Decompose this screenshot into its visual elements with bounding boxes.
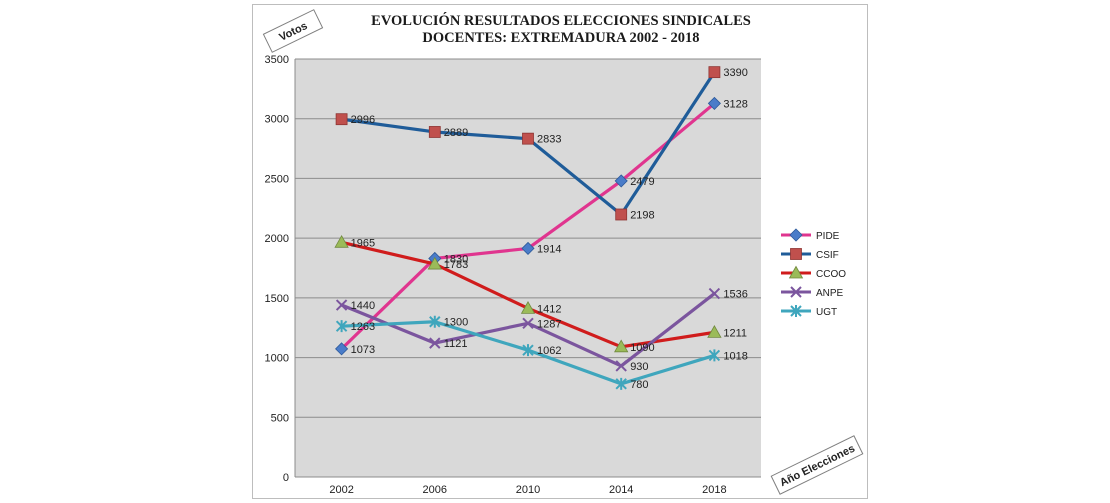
marker-ugt-2010 (522, 344, 534, 357)
marker-csif-2002 (335, 113, 348, 126)
x-axis-title-badge: Año Elecciones (770, 435, 864, 495)
y-tick-label: 3500 (265, 54, 289, 66)
y-tick-label: 1000 (265, 353, 289, 365)
data-label-csif: 2889 (444, 127, 468, 139)
data-label-csif: 2833 (537, 134, 561, 146)
marker-csif-2006 (428, 126, 441, 138)
x-axis-title: Año Elecciones (778, 443, 857, 490)
legend-label-ugt: UGT (816, 307, 837, 318)
marker-ugt-2006 (429, 315, 441, 328)
marker-ugt-2002 (335, 320, 348, 333)
marker-ugt-2014 (615, 377, 627, 390)
marker-anpe-2010 (522, 317, 534, 330)
legend-marker-pide (789, 228, 803, 242)
y-axis-title-badge: Votos (262, 9, 324, 53)
data-label-ugt: 1062 (537, 345, 561, 357)
marker-csif-2010 (522, 132, 534, 145)
data-label-anpe: 1440 (351, 300, 375, 312)
line-chart: 1073 1830 1914 2479 3128 2996 2889 2833 2198 3390… (262, 9, 864, 496)
data-label-ccoo: 1783 (444, 259, 468, 271)
marker-pide-2018 (707, 96, 721, 110)
marker-ccoo-2002 (334, 235, 349, 248)
y-axis-title-box (262, 9, 324, 53)
legend-marker-ccoo (788, 265, 804, 279)
chart-frame: 1073 1830 1914 2479 3128 2996 2889 2833 2198 3390… (252, 4, 868, 499)
marker-pide-2014 (614, 174, 628, 188)
data-label-csif: 3390 (723, 67, 747, 79)
data-label-anpe: 1536 (723, 289, 747, 301)
legend-marker-ugt (790, 305, 802, 317)
data-label-ccoo: 1211 (723, 327, 747, 339)
y-tick-label: 0 (283, 472, 289, 484)
legend-label-csif: CSIF (816, 250, 839, 261)
legend-label-ccoo: CCOO (816, 269, 846, 280)
marker-ugt-2018 (708, 349, 721, 362)
data-label-anpe: 1121 (444, 338, 468, 350)
data-label-pide: 2479 (630, 176, 654, 188)
data-label-csif: 2198 (630, 209, 654, 221)
y-tick-label: 500 (271, 412, 289, 424)
y-tick-label: 2000 (265, 233, 289, 245)
chart-title-line-2: DOCENTES: EXTREMADURA 2002 - 2018 (422, 30, 699, 46)
marker-pide-2010 (521, 241, 535, 255)
x-tick-label: 2002 (329, 484, 353, 496)
marker-ccoo-2014 (614, 339, 629, 353)
marker-csif-2014 (615, 208, 628, 221)
marker-ccoo-2018 (707, 325, 722, 338)
y-tick-label: 2500 (265, 173, 289, 185)
marker-anpe-2014 (615, 360, 627, 372)
legend-label-pide: PIDE (816, 231, 840, 242)
marker-anpe-2002 (335, 299, 348, 311)
marker-anpe-2018 (708, 287, 721, 300)
legend-marker-csif (790, 248, 802, 260)
data-label-ugt: 1263 (351, 321, 375, 333)
data-label-ccoo: 1412 (537, 303, 561, 315)
x-tick-label: 2006 (423, 484, 447, 496)
chart-title-line-1: EVOLUCIÓN RESULTADOS ELECCIONES SINDICAL… (371, 12, 751, 29)
data-label-anpe: 1287 (537, 318, 561, 330)
data-label-csif: 2996 (351, 114, 375, 126)
y-tick-label: 3000 (265, 114, 289, 126)
x-axis-title-box (770, 435, 864, 495)
legend-label-anpe: ANPE (816, 288, 844, 299)
data-label-ugt: 780 (630, 379, 648, 391)
legend-marker-anpe (790, 286, 802, 298)
data-label-ccoo: 1965 (351, 237, 375, 249)
data-label-ugt: 1300 (444, 317, 468, 329)
marker-anpe-2006 (429, 337, 441, 349)
data-label-ccoo: 1090 (630, 342, 654, 354)
x-tick-label: 2018 (702, 484, 726, 496)
marker-ccoo-2010 (520, 301, 536, 314)
y-tick-label: 1500 (265, 293, 289, 305)
data-label-pide: 1830 (444, 253, 468, 265)
marker-csif-2018 (708, 66, 721, 79)
data-label-pide: 1914 (537, 243, 561, 255)
marker-ccoo-2006 (427, 256, 442, 270)
marker-pide-2002 (335, 342, 349, 356)
data-label-pide: 3128 (723, 98, 747, 110)
x-tick-label: 2014 (609, 484, 633, 496)
data-label-ugt: 1018 (723, 350, 747, 362)
x-tick-label: 2010 (516, 484, 540, 496)
data-label-pide: 1073 (351, 344, 375, 356)
data-label-anpe: 930 (630, 361, 648, 373)
